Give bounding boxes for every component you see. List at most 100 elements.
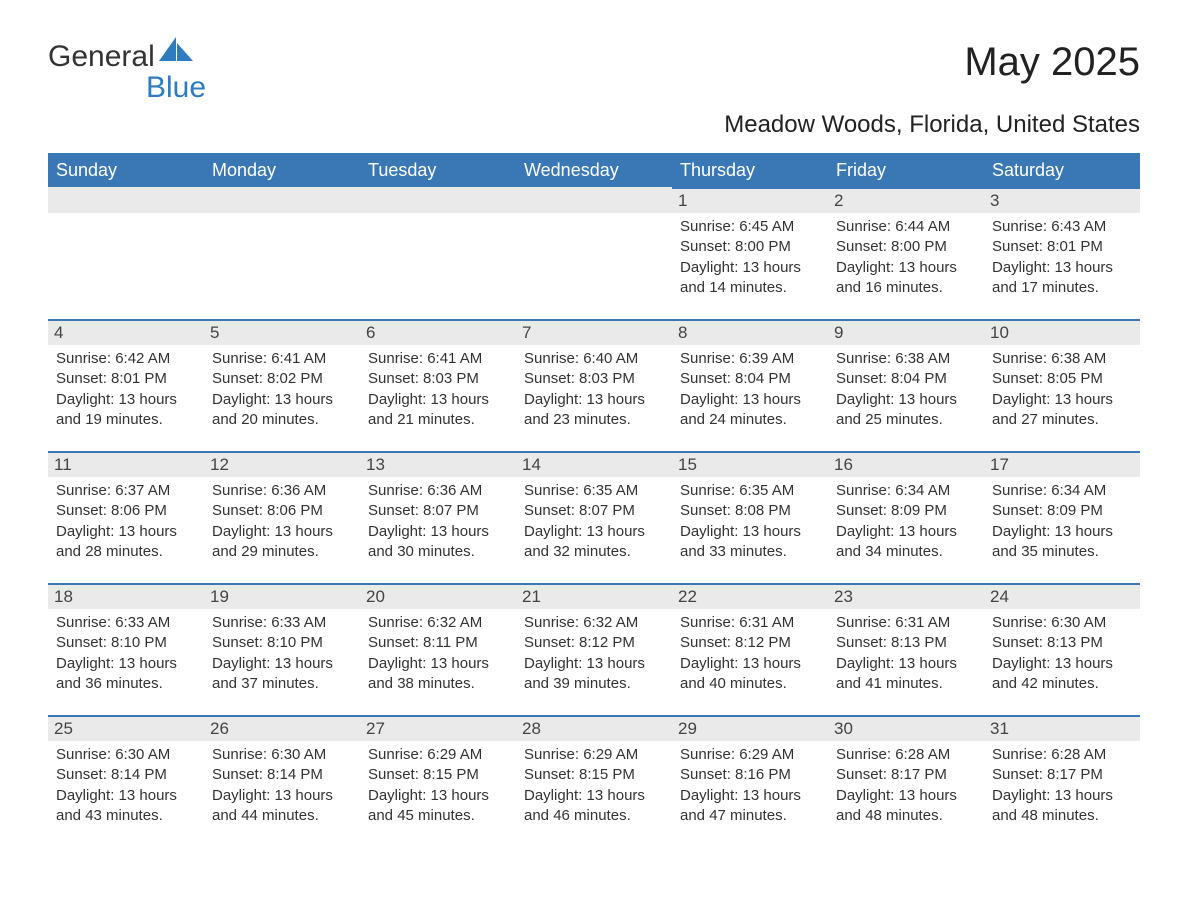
day-number: 3 xyxy=(984,187,1140,213)
day-number: 7 xyxy=(516,319,672,345)
day-number: 27 xyxy=(360,715,516,741)
dayheader-cell: Saturday xyxy=(984,154,1140,187)
day-cell xyxy=(204,187,360,319)
day-cell: 18Sunrise: 6:33 AMSunset: 8:10 PMDayligh… xyxy=(48,583,204,715)
sunrise-text: Sunrise: 6:37 AM xyxy=(56,481,196,501)
day-cell: 7Sunrise: 6:40 AMSunset: 8:03 PMDaylight… xyxy=(516,319,672,451)
daylight-text: Daylight: 13 hours and 17 minutes. xyxy=(992,258,1132,299)
daylight-text: Daylight: 13 hours and 16 minutes. xyxy=(836,258,976,299)
sunset-text: Sunset: 8:12 PM xyxy=(680,633,820,653)
sunset-text: Sunset: 8:09 PM xyxy=(992,501,1132,521)
day-number: 6 xyxy=(360,319,516,345)
sunrise-text: Sunrise: 6:41 AM xyxy=(212,349,352,369)
day-number xyxy=(360,187,516,213)
daylight-text: Daylight: 13 hours and 41 minutes. xyxy=(836,654,976,695)
sunrise-text: Sunrise: 6:45 AM xyxy=(680,217,820,237)
daylight-text: Daylight: 13 hours and 39 minutes. xyxy=(524,654,664,695)
day-content: Sunrise: 6:42 AMSunset: 8:01 PMDaylight:… xyxy=(56,349,196,430)
dayheader-cell: Wednesday xyxy=(516,154,672,187)
day-content: Sunrise: 6:41 AMSunset: 8:03 PMDaylight:… xyxy=(368,349,508,430)
day-number xyxy=(48,187,204,213)
day-content: Sunrise: 6:36 AMSunset: 8:07 PMDaylight:… xyxy=(368,481,508,562)
daylight-text: Daylight: 13 hours and 44 minutes. xyxy=(212,786,352,827)
sunset-text: Sunset: 8:14 PM xyxy=(56,765,196,785)
sunset-text: Sunset: 8:14 PM xyxy=(212,765,352,785)
day-number: 12 xyxy=(204,451,360,477)
sunset-text: Sunset: 8:11 PM xyxy=(368,633,508,653)
day-number: 29 xyxy=(672,715,828,741)
sunrise-text: Sunrise: 6:36 AM xyxy=(212,481,352,501)
day-cell xyxy=(360,187,516,319)
sunrise-text: Sunrise: 6:35 AM xyxy=(524,481,664,501)
day-cell: 20Sunrise: 6:32 AMSunset: 8:11 PMDayligh… xyxy=(360,583,516,715)
day-content: Sunrise: 6:35 AMSunset: 8:07 PMDaylight:… xyxy=(524,481,664,562)
sunset-text: Sunset: 8:02 PM xyxy=(212,369,352,389)
sunrise-text: Sunrise: 6:43 AM xyxy=(992,217,1132,237)
day-number: 16 xyxy=(828,451,984,477)
day-number: 13 xyxy=(360,451,516,477)
day-content: Sunrise: 6:38 AMSunset: 8:05 PMDaylight:… xyxy=(992,349,1132,430)
day-number xyxy=(204,187,360,213)
day-number: 18 xyxy=(48,583,204,609)
weeks-container: 1Sunrise: 6:45 AMSunset: 8:00 PMDaylight… xyxy=(48,187,1140,847)
sunrise-text: Sunrise: 6:29 AM xyxy=(368,745,508,765)
sunset-text: Sunset: 8:12 PM xyxy=(524,633,664,653)
daylight-text: Daylight: 13 hours and 20 minutes. xyxy=(212,390,352,431)
dayheader-cell: Tuesday xyxy=(360,154,516,187)
day-content: Sunrise: 6:29 AMSunset: 8:15 PMDaylight:… xyxy=(368,745,508,826)
dayheader-cell: Sunday xyxy=(48,154,204,187)
logo-word2: Blue xyxy=(146,71,206,105)
daylight-text: Daylight: 13 hours and 45 minutes. xyxy=(368,786,508,827)
sunrise-text: Sunrise: 6:33 AM xyxy=(56,613,196,633)
day-cell: 22Sunrise: 6:31 AMSunset: 8:12 PMDayligh… xyxy=(672,583,828,715)
day-cell: 6 Sunrise: 6:41 AMSunset: 8:03 PMDaylight… xyxy=(360,319,516,451)
day-content: Sunrise: 6:39 AMSunset: 8:04 PMDaylight:… xyxy=(680,349,820,430)
daylight-text: Daylight: 13 hours and 40 minutes. xyxy=(680,654,820,695)
day-cell: 19Sunrise: 6:33 AMSunset: 8:10 PMDayligh… xyxy=(204,583,360,715)
day-cell: 28Sunrise: 6:29 AMSunset: 8:15 PMDayligh… xyxy=(516,715,672,847)
week-row: 18Sunrise: 6:33 AMSunset: 8:10 PMDayligh… xyxy=(48,583,1140,715)
sunrise-text: Sunrise: 6:30 AM xyxy=(992,613,1132,633)
sunset-text: Sunset: 8:06 PM xyxy=(56,501,196,521)
day-cell: 9Sunrise: 6:38 AMSunset: 8:04 PMDaylight… xyxy=(828,319,984,451)
daylight-text: Daylight: 13 hours and 19 minutes. xyxy=(56,390,196,431)
day-number: 28 xyxy=(516,715,672,741)
location-text: Meadow Woods, Florida, United States xyxy=(48,111,1140,139)
daylight-text: Daylight: 13 hours and 32 minutes. xyxy=(524,522,664,563)
sunrise-text: Sunrise: 6:33 AM xyxy=(212,613,352,633)
day-content: Sunrise: 6:34 AMSunset: 8:09 PMDaylight:… xyxy=(836,481,976,562)
daylight-text: Daylight: 13 hours and 29 minutes. xyxy=(212,522,352,563)
day-number: 9 xyxy=(828,319,984,345)
sunrise-text: Sunrise: 6:36 AM xyxy=(368,481,508,501)
sunset-text: Sunset: 8:06 PM xyxy=(212,501,352,521)
daylight-text: Daylight: 13 hours and 34 minutes. xyxy=(836,522,976,563)
day-cell: 8Sunrise: 6:39 AMSunset: 8:04 PMDaylight… xyxy=(672,319,828,451)
sunrise-text: Sunrise: 6:42 AM xyxy=(56,349,196,369)
day-content: Sunrise: 6:29 AMSunset: 8:16 PMDaylight:… xyxy=(680,745,820,826)
sunset-text: Sunset: 8:10 PM xyxy=(56,633,196,653)
sunrise-text: Sunrise: 6:32 AM xyxy=(524,613,664,633)
day-number: 24 xyxy=(984,583,1140,609)
sunset-text: Sunset: 8:17 PM xyxy=(836,765,976,785)
sunrise-text: Sunrise: 6:28 AM xyxy=(836,745,976,765)
day-number: 30 xyxy=(828,715,984,741)
sunset-text: Sunset: 8:04 PM xyxy=(680,369,820,389)
sunset-text: Sunset: 8:10 PM xyxy=(212,633,352,653)
week-row: 11Sunrise: 6:37 AMSunset: 8:06 PMDayligh… xyxy=(48,451,1140,583)
day-content: Sunrise: 6:34 AMSunset: 8:09 PMDaylight:… xyxy=(992,481,1132,562)
day-content: Sunrise: 6:45 AMSunset: 8:00 PMDaylight:… xyxy=(680,217,820,298)
day-number: 20 xyxy=(360,583,516,609)
sunrise-text: Sunrise: 6:30 AM xyxy=(212,745,352,765)
day-content: Sunrise: 6:31 AMSunset: 8:12 PMDaylight:… xyxy=(680,613,820,694)
logo: General xyxy=(48,40,193,74)
sunrise-text: Sunrise: 6:44 AM xyxy=(836,217,976,237)
sunrise-text: Sunrise: 6:31 AM xyxy=(680,613,820,633)
day-content: Sunrise: 6:31 AMSunset: 8:13 PMDaylight:… xyxy=(836,613,976,694)
sunrise-text: Sunrise: 6:34 AM xyxy=(836,481,976,501)
day-content: Sunrise: 6:44 AMSunset: 8:00 PMDaylight:… xyxy=(836,217,976,298)
daylight-text: Daylight: 13 hours and 48 minutes. xyxy=(836,786,976,827)
day-cell xyxy=(516,187,672,319)
day-cell: 30 Sunrise: 6:28 AMSunset: 8:17 PMDayligh… xyxy=(828,715,984,847)
sunset-text: Sunset: 8:13 PM xyxy=(836,633,976,653)
sunset-text: Sunset: 8:00 PM xyxy=(836,237,976,257)
